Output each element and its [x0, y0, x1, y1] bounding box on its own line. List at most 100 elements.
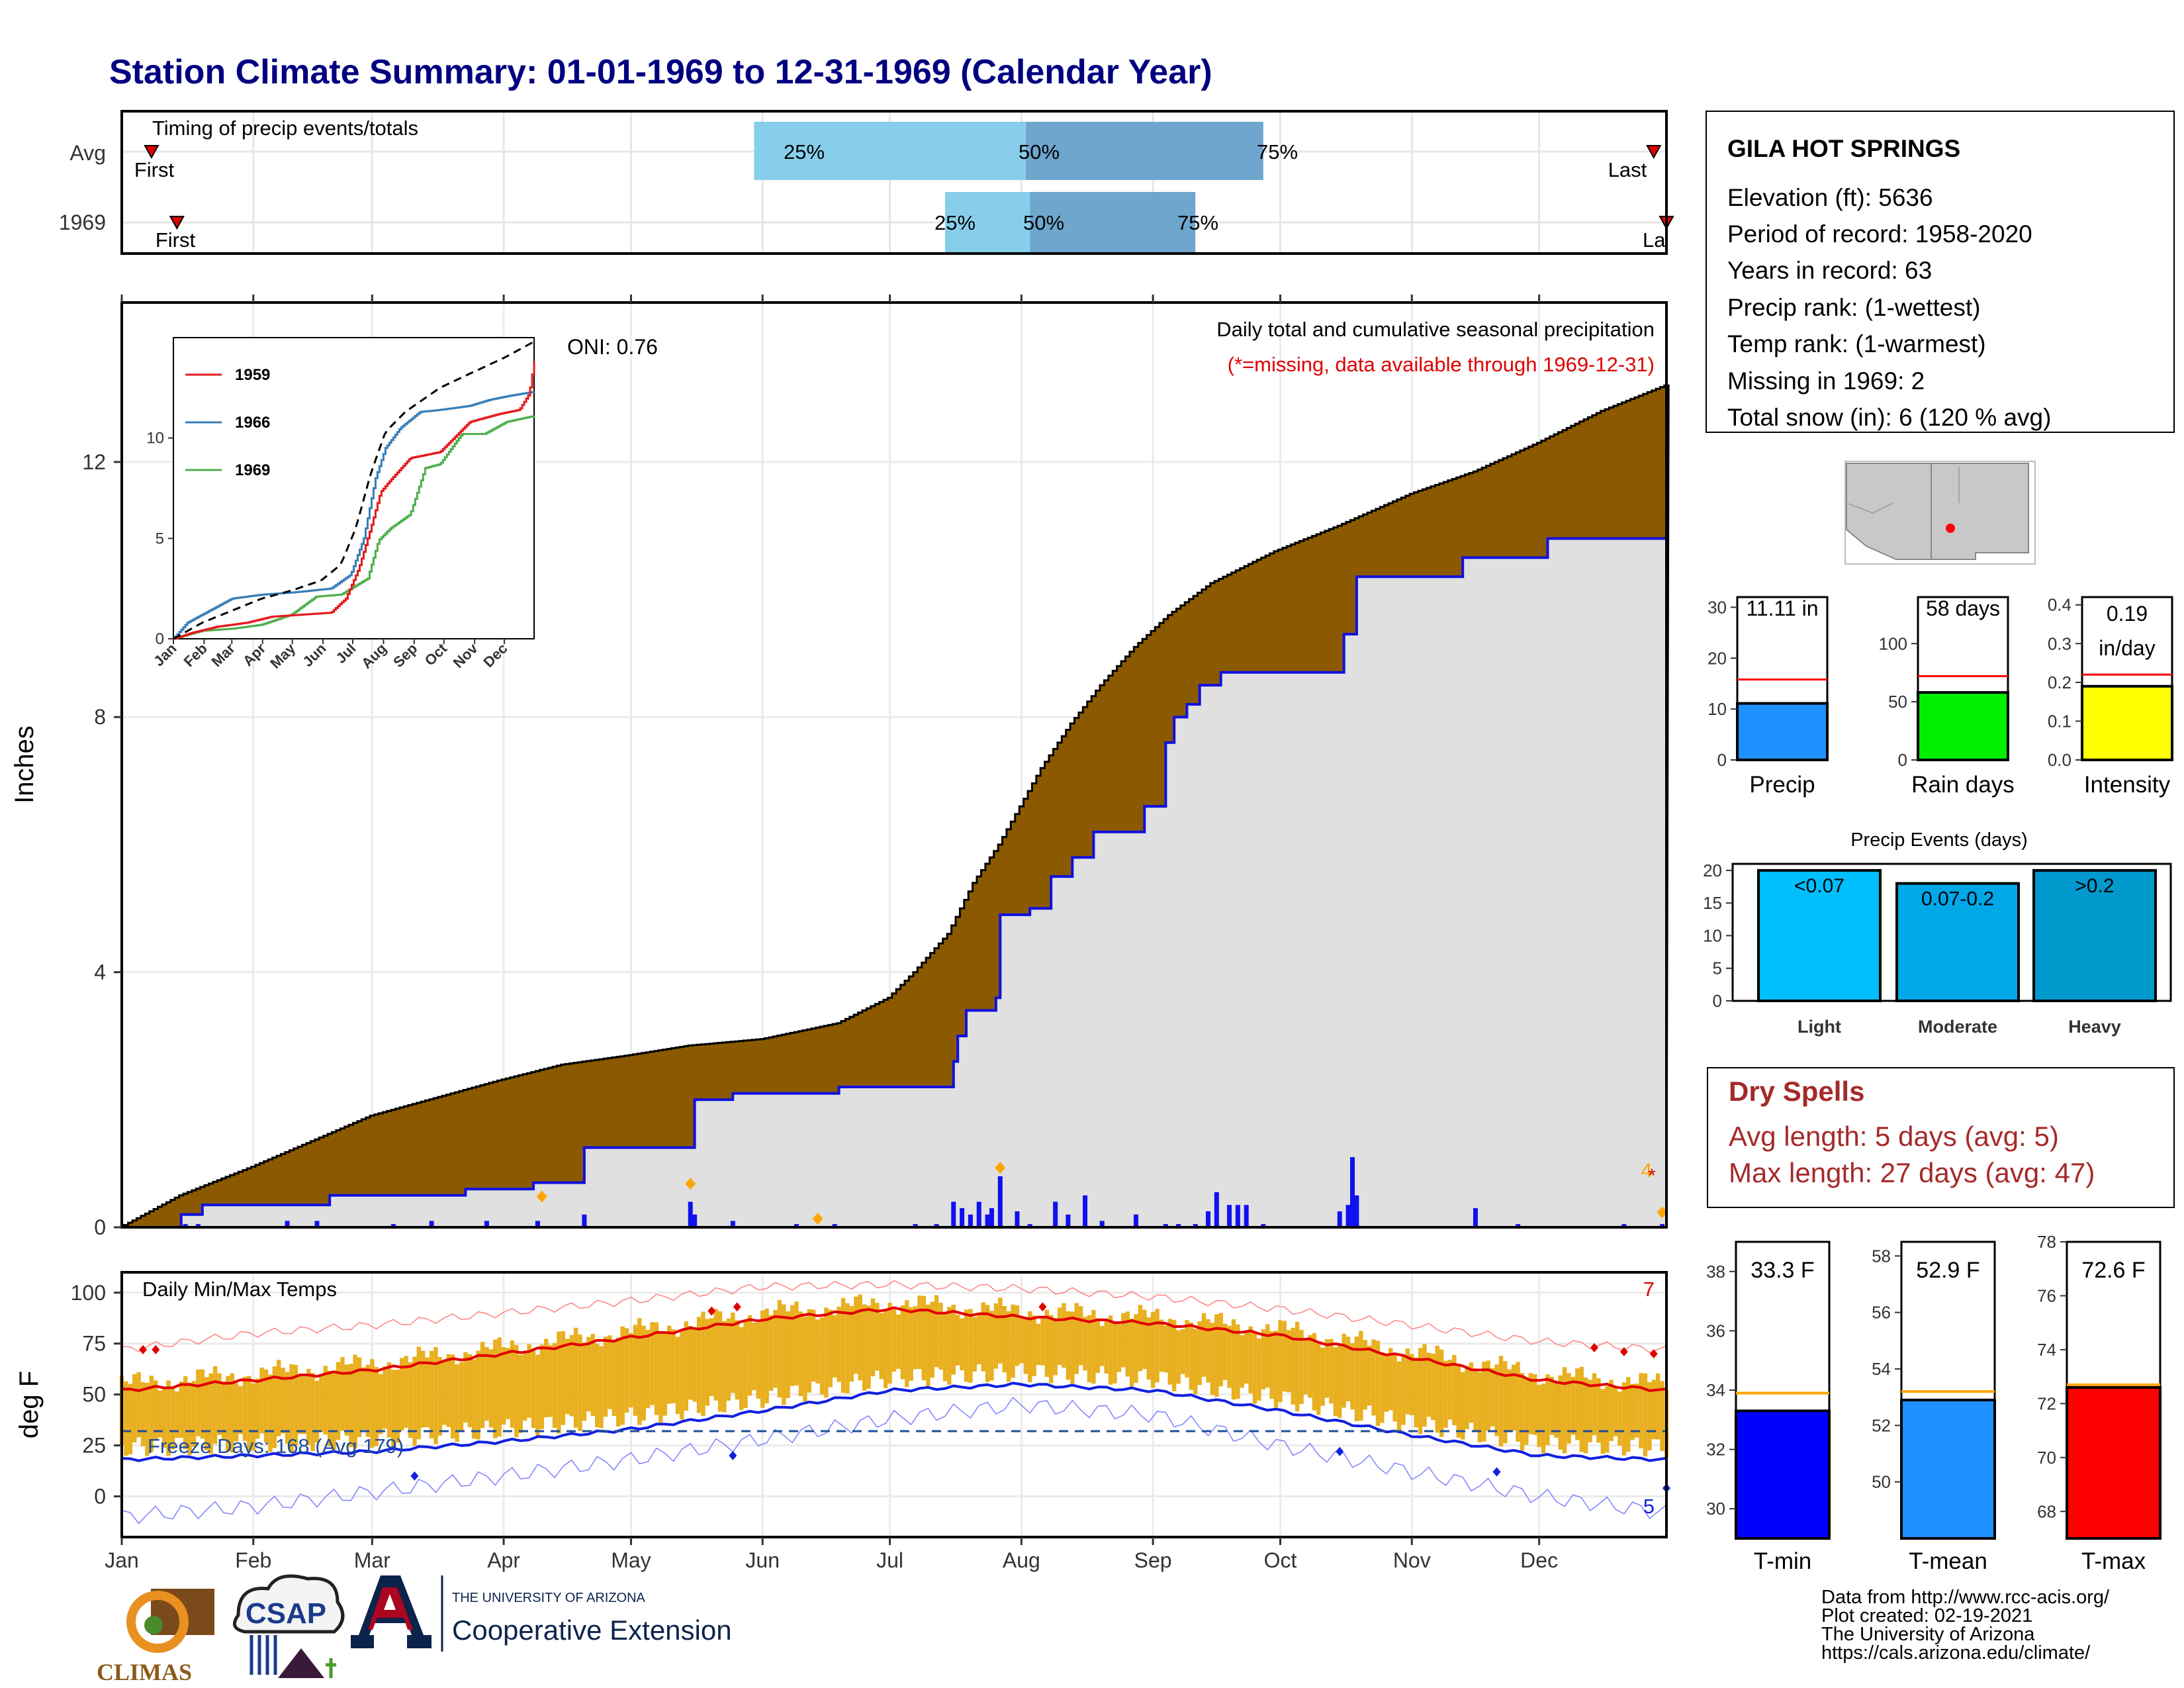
station-frame: [1706, 111, 2175, 433]
temp-range-bar: [205, 1377, 209, 1450]
temp-range-bar: [841, 1297, 846, 1393]
temp-range-bar: [1066, 1311, 1071, 1380]
daily-bar-30: [1163, 1224, 1168, 1227]
timing-row-avg: Avg: [69, 141, 106, 165]
temp-range-bar: [1329, 1338, 1334, 1404]
temp-range-bar: [582, 1342, 587, 1421]
extreme-marker-1: [685, 1178, 696, 1190]
temp-range-bar: [917, 1295, 922, 1370]
temp-range-bar: [1261, 1329, 1266, 1390]
cold-marker-1: [729, 1450, 737, 1460]
temp-range-bar: [594, 1343, 600, 1428]
temp-range-bar: [1312, 1333, 1316, 1411]
inset-month-4: May: [267, 639, 298, 671]
temp-range-bar: [365, 1364, 371, 1437]
temp-range-bar: [1655, 1373, 1661, 1440]
temp-range-bar: [926, 1304, 931, 1386]
daily-bar-25: [1053, 1201, 1058, 1227]
tstat-ytick-label-T-max-3: 74: [2037, 1340, 2056, 1360]
climas-swirl: [126, 1591, 189, 1653]
temp-range-bar: [1541, 1383, 1546, 1454]
station-precip-rank: Precip rank: (1-wettest): [1727, 294, 1980, 321]
temp-range-bar: [1651, 1380, 1656, 1440]
temp-label: Daily Min/Max Temps: [142, 1278, 337, 1301]
temp-range-bar: [760, 1310, 765, 1408]
inset-month-10: Nov: [450, 639, 482, 671]
temp-range-bar: [1248, 1326, 1253, 1393]
temp-range-bar: [1461, 1372, 1465, 1440]
temp-range-bar: [374, 1366, 379, 1446]
events-ytick-label-2: 10: [1703, 925, 1722, 945]
last-marker-Avg: [1646, 145, 1662, 160]
temp-range-bar: [1396, 1361, 1402, 1430]
temp-range-bar: [1431, 1353, 1435, 1421]
temp-range-bar: [327, 1370, 332, 1446]
temp-range-bar: [1134, 1314, 1138, 1383]
credit-line-3: The University of Arizona: [1821, 1624, 2035, 1645]
temp-range-bar: [1287, 1330, 1291, 1393]
temp-range-bar: [1630, 1383, 1635, 1440]
temp-range-bar: [1439, 1349, 1444, 1437]
hot-marker-6: [1619, 1347, 1628, 1356]
temp-range-bar: [938, 1303, 943, 1370]
daily-bar-33: [1205, 1211, 1210, 1227]
timing-bar-q25-q50-1969: [944, 192, 1030, 253]
temp-range-bar: [819, 1317, 825, 1395]
temp-range-bar: [217, 1373, 222, 1435]
month-label-0: Jan: [105, 1548, 139, 1572]
precip-panel: 0 4 8 12 Inches Daily total and cumulative …: [10, 295, 1670, 1239]
temp-range-bar: [590, 1334, 595, 1417]
temp-range-bar: [1011, 1304, 1015, 1378]
temp-range-bar: [158, 1390, 162, 1438]
temp-range-bar: [1482, 1361, 1486, 1442]
temp-range-bar: [891, 1309, 897, 1372]
temp-range-bar: [277, 1360, 281, 1436]
temp-range-bar: [1477, 1372, 1482, 1442]
temp-range-bar: [599, 1346, 604, 1429]
temp-range-bar: [285, 1372, 290, 1444]
temp-range-bar: [650, 1322, 655, 1405]
temp-range-bar: [1367, 1345, 1372, 1406]
temp-range-bar: [586, 1336, 591, 1412]
temp-range-bar: [344, 1364, 349, 1436]
temp-range-bar: [900, 1305, 905, 1380]
temp-range-bar: [1647, 1382, 1652, 1451]
temp-range-bar: [1503, 1361, 1508, 1444]
temp-range-bar: [603, 1336, 608, 1417]
temp-range-bar: [1053, 1317, 1058, 1376]
daily-bar-1: [195, 1224, 201, 1227]
temp-range-bar: [404, 1356, 408, 1428]
temp-range-bar: [1121, 1313, 1126, 1368]
stat-value-Precip: 11.11 in: [1746, 596, 1818, 620]
tstat-ytick-label-T-max-5: 78: [2037, 1232, 2056, 1252]
temp-range-bar: [629, 1333, 633, 1408]
temp-range-bar: [1155, 1309, 1160, 1383]
daily-bar-9: [688, 1201, 693, 1227]
temp-range-bar: [1316, 1343, 1321, 1415]
tstat-ytick-label-T-max-1: 70: [2037, 1448, 2056, 1468]
daily-bar-37: [1244, 1205, 1249, 1227]
events-ytick-label-4: 20: [1703, 861, 1722, 880]
temp-range-bar: [1176, 1330, 1181, 1384]
daily-bar-8: [582, 1214, 587, 1227]
temp-range-bar: [972, 1317, 978, 1372]
temp-range-bar: [1528, 1373, 1533, 1434]
temp-range-bar: [539, 1344, 544, 1429]
inset-ytick-label-2: 10: [146, 430, 164, 447]
stat-ytick-label-Rain days-0: 0: [1898, 750, 1907, 770]
temp-range-bar: [955, 1315, 960, 1366]
events-category-1: Moderate: [1918, 1017, 1997, 1037]
temp-range-bar: [255, 1378, 260, 1439]
tstat-label-T-mean: T-mean: [1909, 1548, 1987, 1574]
temp-range-bar: [416, 1346, 422, 1440]
temp-range-bar: [1159, 1319, 1164, 1372]
temp-range-bar: [1252, 1333, 1257, 1404]
temp-range-bar: [1575, 1368, 1580, 1440]
csap-logo: CSAP: [232, 1574, 345, 1678]
temp-range-bar: [412, 1356, 417, 1446]
events-category-2: Heavy: [2068, 1017, 2121, 1037]
temp-range-bar: [1596, 1378, 1601, 1443]
temp-range-bar: [476, 1350, 480, 1440]
hot-marker-0: [139, 1344, 148, 1354]
